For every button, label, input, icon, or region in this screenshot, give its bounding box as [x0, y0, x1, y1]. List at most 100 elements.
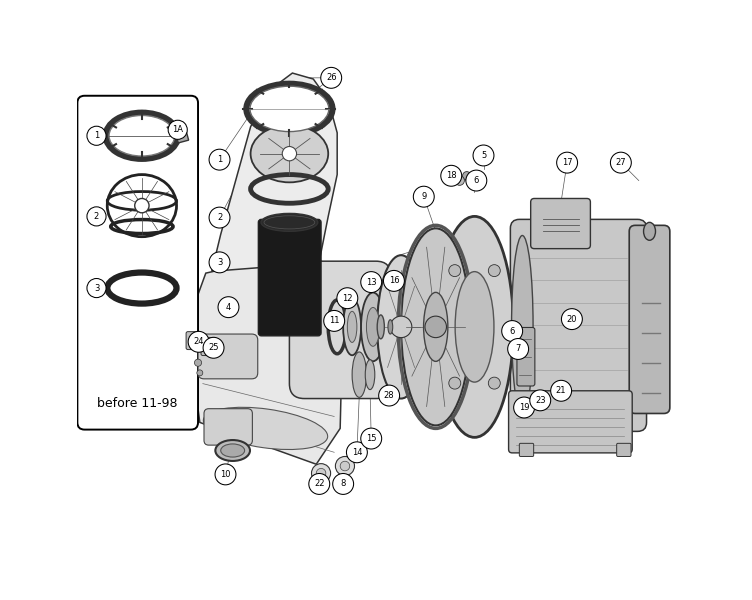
- Ellipse shape: [378, 315, 384, 339]
- Polygon shape: [212, 73, 337, 271]
- Circle shape: [218, 297, 239, 317]
- Text: 22: 22: [314, 479, 325, 488]
- Ellipse shape: [366, 307, 380, 346]
- Circle shape: [449, 265, 461, 277]
- Circle shape: [379, 385, 399, 406]
- Text: 11: 11: [329, 316, 339, 325]
- Circle shape: [340, 461, 350, 471]
- Circle shape: [309, 473, 329, 494]
- Circle shape: [414, 186, 434, 207]
- Circle shape: [384, 271, 405, 292]
- Text: 2: 2: [94, 212, 99, 221]
- Circle shape: [209, 252, 230, 273]
- FancyBboxPatch shape: [259, 220, 321, 336]
- FancyBboxPatch shape: [198, 334, 258, 379]
- Circle shape: [479, 151, 488, 160]
- Text: 1: 1: [217, 155, 222, 164]
- Circle shape: [87, 278, 106, 298]
- Circle shape: [311, 464, 331, 483]
- FancyBboxPatch shape: [629, 226, 670, 413]
- Text: 15: 15: [366, 434, 377, 443]
- Text: 19: 19: [519, 403, 529, 412]
- FancyBboxPatch shape: [77, 96, 198, 430]
- FancyBboxPatch shape: [290, 261, 391, 398]
- Circle shape: [473, 145, 494, 166]
- Circle shape: [188, 331, 209, 352]
- Circle shape: [390, 316, 412, 338]
- Text: before 11-98: before 11-98: [98, 397, 178, 410]
- Circle shape: [209, 207, 230, 228]
- Text: 10: 10: [220, 470, 231, 479]
- Text: 3: 3: [217, 258, 222, 267]
- FancyBboxPatch shape: [511, 220, 647, 431]
- Text: 21: 21: [556, 386, 566, 395]
- Text: 13: 13: [366, 278, 377, 287]
- FancyBboxPatch shape: [531, 199, 590, 248]
- Circle shape: [449, 377, 461, 389]
- Circle shape: [502, 320, 523, 341]
- Text: 14: 14: [352, 448, 362, 457]
- Circle shape: [361, 428, 382, 449]
- Circle shape: [455, 176, 465, 185]
- Text: 12: 12: [342, 294, 353, 303]
- Circle shape: [324, 310, 344, 331]
- Circle shape: [321, 67, 341, 88]
- Circle shape: [335, 457, 354, 476]
- Circle shape: [135, 199, 149, 213]
- Ellipse shape: [109, 115, 174, 156]
- Ellipse shape: [250, 86, 329, 131]
- Circle shape: [317, 469, 326, 478]
- FancyBboxPatch shape: [508, 391, 632, 453]
- FancyBboxPatch shape: [186, 332, 201, 350]
- Circle shape: [87, 207, 106, 226]
- Text: 1A: 1A: [172, 125, 183, 134]
- Circle shape: [530, 390, 550, 411]
- Circle shape: [87, 126, 106, 145]
- Circle shape: [209, 149, 230, 170]
- Circle shape: [332, 473, 353, 494]
- Circle shape: [488, 377, 500, 389]
- Circle shape: [508, 332, 517, 340]
- Text: 1: 1: [94, 131, 99, 140]
- Circle shape: [611, 152, 632, 173]
- Ellipse shape: [352, 352, 366, 397]
- Ellipse shape: [347, 311, 357, 343]
- Circle shape: [282, 146, 296, 161]
- Ellipse shape: [455, 272, 494, 382]
- Circle shape: [514, 397, 535, 418]
- Circle shape: [508, 338, 529, 359]
- Circle shape: [361, 272, 382, 293]
- Ellipse shape: [215, 440, 250, 461]
- Text: 20: 20: [567, 314, 577, 323]
- Text: 6: 6: [509, 326, 515, 335]
- Ellipse shape: [261, 214, 318, 232]
- Ellipse shape: [221, 444, 244, 457]
- Bar: [175, 128, 189, 143]
- Circle shape: [556, 152, 578, 173]
- Circle shape: [425, 316, 447, 338]
- Circle shape: [562, 308, 582, 329]
- Circle shape: [508, 323, 517, 331]
- Text: 17: 17: [562, 158, 572, 167]
- Ellipse shape: [378, 255, 425, 398]
- Ellipse shape: [365, 360, 374, 389]
- Circle shape: [466, 170, 487, 191]
- Ellipse shape: [511, 236, 533, 415]
- FancyBboxPatch shape: [517, 328, 535, 386]
- Ellipse shape: [388, 320, 393, 334]
- Circle shape: [347, 442, 367, 463]
- Text: 25: 25: [208, 343, 219, 352]
- Circle shape: [479, 151, 488, 160]
- Circle shape: [195, 359, 202, 366]
- Text: 4: 4: [226, 302, 231, 311]
- Text: 16: 16: [389, 277, 399, 286]
- Text: 24: 24: [193, 337, 204, 346]
- FancyBboxPatch shape: [204, 409, 253, 445]
- Ellipse shape: [401, 229, 470, 425]
- Circle shape: [168, 120, 187, 139]
- Ellipse shape: [203, 407, 328, 449]
- Circle shape: [550, 380, 572, 401]
- Ellipse shape: [343, 299, 361, 355]
- Ellipse shape: [423, 292, 448, 361]
- Circle shape: [337, 288, 358, 308]
